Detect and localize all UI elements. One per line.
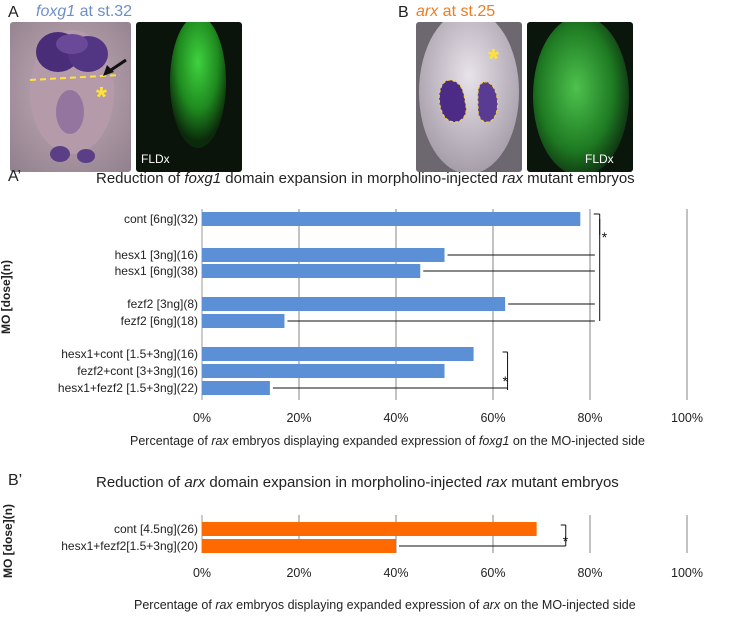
x-tick-label: 40% <box>383 566 408 580</box>
panel-a-gene: foxg1 <box>36 3 76 20</box>
arrow-icon <box>103 58 127 76</box>
x-tick-label: 20% <box>286 566 311 580</box>
chart-a-title-part: domain expansion in morpholino-injected <box>221 170 503 187</box>
category-label: cont [4.5ng](26) <box>114 522 198 536</box>
category-label: cont [6ng](32) <box>124 212 198 226</box>
chart-b-svg: 0% 20% 40% 60% 80% 100% cont [4.5ng](26) hesx1+… <box>61 515 703 580</box>
bar <box>202 297 506 311</box>
chart-a-title-part: mutant embryos <box>522 170 635 187</box>
chart-b-xlabel: Percentage of rax embryos displaying exp… <box>134 598 636 612</box>
chart-b-xlabel-part: on the MO-injected side <box>500 598 636 612</box>
bar <box>202 539 396 553</box>
chart-a-xlabel-part: on the MO-injected side <box>509 434 645 448</box>
chart-b-title-gene: arx <box>184 474 206 491</box>
x-tick-label: 40% <box>383 411 408 425</box>
svg-text:*: * <box>96 81 107 112</box>
panel-a-fldx-label: FLDx <box>141 152 170 166</box>
chart-b-title: Reduction of arx domain expansion in mor… <box>96 474 619 491</box>
chart-b-xlabel-part: embryos displaying expanded expression o… <box>232 598 483 612</box>
chart-a-title-gene: rax <box>502 170 523 187</box>
significance-star: * <box>563 533 569 549</box>
foxg1-fldx-photo <box>136 22 242 172</box>
panel-b-stage: at st.25 <box>438 3 496 20</box>
chart-a-xlabel-part: embryos displaying expanded expression o… <box>228 434 479 448</box>
x-tick-label: 60% <box>480 566 505 580</box>
bar <box>202 522 537 536</box>
chart-a-svg: 0% 20% 40% 60% 80% 100% cont [6ng](32) hesx1 [3… <box>58 209 703 425</box>
chart-a-xlabel-gene: rax <box>211 434 229 448</box>
panel-a-heading: foxg1 at st.32 <box>36 3 132 21</box>
chart-a-xlabel: Percentage of rax embryos displaying exp… <box>130 434 645 448</box>
category-label: hesx1 [3ng](16) <box>115 248 198 262</box>
arx-embryo-photo: * <box>416 22 522 172</box>
x-tick-label: 60% <box>480 411 505 425</box>
chart-a-letter: A’ <box>8 168 22 185</box>
x-tick-label: 0% <box>193 566 211 580</box>
category-label: hesx1+cont [1.5+3ng](16) <box>61 347 198 361</box>
panel-b-heading: arx at st.25 <box>416 3 495 21</box>
category-label: hesx1+fezf2 [1.5+3ng](22) <box>58 381 198 395</box>
panel-b-gene: arx <box>416 3 439 20</box>
foxg1-embryo-photo: * <box>10 22 131 172</box>
chart-a-title-part: Reduction of <box>96 170 185 187</box>
chart-b-title-part: domain expansion in morpholino-injected <box>205 474 487 491</box>
bar <box>202 347 474 361</box>
chart-a-title: Reduction of foxg1 domain expansion in m… <box>96 170 635 187</box>
bar <box>202 212 581 226</box>
category-label: fezf2 [6ng](18) <box>121 314 198 328</box>
svg-text:*: * <box>488 43 499 74</box>
chart-a-xlabel-part: Percentage of <box>130 434 212 448</box>
chart-b-title-gene: rax <box>486 474 508 491</box>
x-tick-label: 100% <box>671 566 703 580</box>
chart-b-xlabel-part: Percentage of <box>134 598 216 612</box>
bar <box>202 248 445 262</box>
x-tick-label: 100% <box>671 411 703 425</box>
chart-a-title-gene: foxg1 <box>184 170 222 187</box>
x-tick-label: 80% <box>577 411 602 425</box>
category-label: hesx1+fezf2[1.5+3ng](20) <box>61 539 198 553</box>
panel-b-letter: B <box>398 4 409 21</box>
chart-b-xlabel-gene: arx <box>482 598 501 612</box>
category-label: fezf2 [3ng](8) <box>127 297 198 311</box>
x-tick-label: 0% <box>193 411 211 425</box>
significance-star: * <box>602 229 608 245</box>
chart-b-letter: B’ <box>8 472 23 489</box>
chart-b-xlabel-gene: rax <box>215 598 233 612</box>
x-tick-label: 80% <box>577 566 602 580</box>
chart-a-xlabel-gene: foxg1 <box>478 434 510 448</box>
significance-star: * <box>503 373 509 389</box>
category-label: hesx1 [6ng](38) <box>115 264 198 278</box>
panel-a-letter: A <box>8 4 19 21</box>
chart-b-title-part: mutant embryos <box>507 474 619 491</box>
arx-fldx-photo <box>527 22 633 172</box>
bar <box>202 314 285 328</box>
chart-b-title-part: Reduction of <box>96 474 185 491</box>
bar <box>202 264 421 278</box>
category-label: fezf2+cont [3+3ng](16) <box>77 364 198 378</box>
bar <box>202 381 270 395</box>
x-tick-label: 20% <box>286 411 311 425</box>
panel-b-fldx-label: FLDx <box>585 152 614 166</box>
bar <box>202 364 445 378</box>
panel-a-stage: at st.32 <box>75 3 133 20</box>
